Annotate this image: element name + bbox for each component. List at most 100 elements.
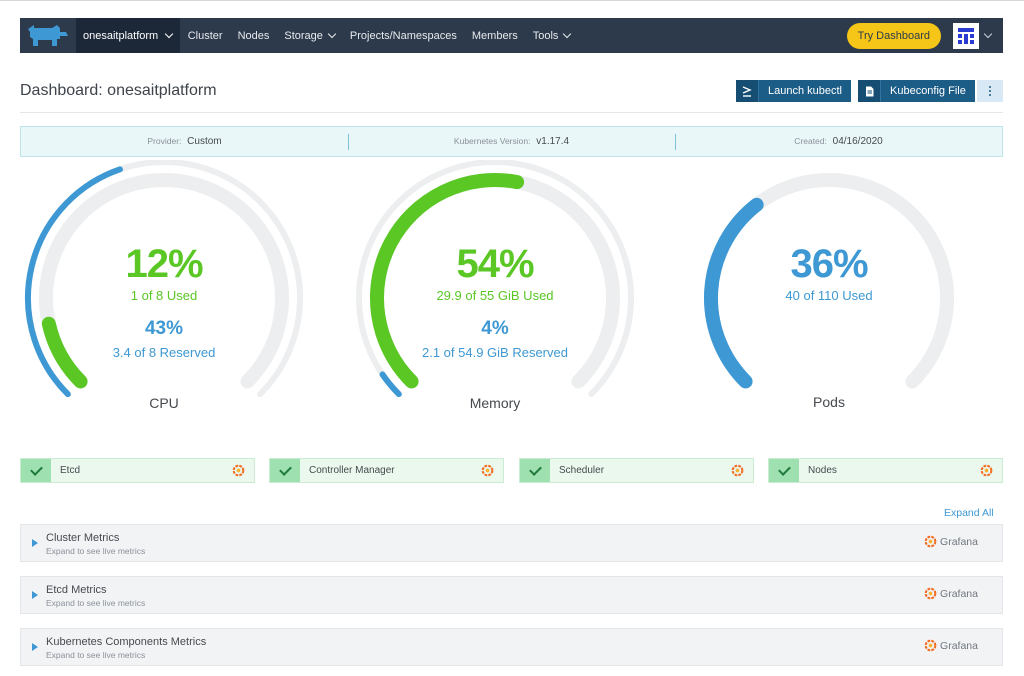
page-title: Dashboard: onesaitplatform [20,82,217,99]
nav-tools-label: Tools [532,29,559,42]
kebab-dot-icon [989,90,991,92]
caret-right-icon [32,539,38,547]
cpu-reserved-text: 3.4 of 8 Reserved [112,345,216,360]
created-value: 04/16/2020 [832,136,883,147]
check-icon [520,459,550,482]
nav-tools[interactable]: Tools [525,18,578,53]
grafana-link[interactable]: Grafana [924,587,978,600]
memory-used-percent: 54% [456,242,534,286]
grafana-label: Grafana [940,587,978,600]
metric-subtitle: Expand to see live metrics [46,650,146,660]
metric-subtitle: Expand to see live metrics [46,598,146,608]
chevron-down-icon [327,29,337,39]
cluster-switcher[interactable]: onesaitplatform [76,18,181,53]
expand-all-link[interactable]: Expand All [944,507,994,519]
provider-value: Custom [187,136,222,147]
component-label: Etcd [60,465,81,476]
nav-storage-label: Storage [284,29,323,42]
pods-title: Pods [813,394,845,410]
metric-title: Kubernetes Components Metrics [46,636,207,648]
grafana-icon[interactable] [481,464,494,477]
kubernetes-version-label: Kubernetes Version: [453,136,531,146]
user-avatar-icon [955,24,977,47]
nav-cluster[interactable]: Cluster [180,18,230,53]
nav-nodes-label: Nodes [237,29,270,42]
memory-reserved-arc [379,371,402,398]
top-border [0,0,1024,1]
kubernetes-version-value: v1.17.4 [536,136,570,147]
grafana-icon[interactable] [731,464,744,477]
component-label: Nodes [808,465,837,476]
memory-gauge-svg [356,160,634,398]
nav-nodes[interactable]: Nodes [230,18,277,53]
caret-right-icon [32,591,38,599]
component-nodes[interactable]: Nodes [768,458,1003,483]
nav-storage[interactable]: Storage [277,18,343,53]
cpu-title: CPU [149,395,179,411]
component-label: Scheduler [559,465,605,476]
nav-projects-label: Projects/Namespaces [349,29,457,42]
terminal-icon [736,80,759,102]
grafana-icon [924,535,937,548]
memory-used-arc [370,173,525,389]
cpu-used-arc [41,316,88,389]
cpu-reserved-arc [25,166,123,398]
kubernetes-components-metrics-panel[interactable]: Kubernetes Components Metrics Expand to … [20,628,1003,666]
cpu-inner-track [39,173,289,389]
metric-title: Etcd Metrics [46,584,107,596]
nav-members-label: Members [471,29,518,42]
cluster-metrics-panel[interactable]: Cluster Metrics Expand to see live metri… [20,524,1003,562]
created-label: Created: [794,136,827,146]
launch-kubectl-button[interactable]: Launch kubectl [736,80,851,102]
grafana-link[interactable]: Grafana [924,535,978,548]
grafana-icon [924,587,937,600]
component-etcd[interactable]: Etcd [20,458,255,483]
created-info: Created: 04/16/2020 [675,134,1002,150]
pods-used-percent: 36% [790,242,868,286]
grafana-label: Grafana [940,639,978,652]
nav-members[interactable]: Members [464,18,525,53]
caret-right-icon [32,643,38,651]
grafana-link[interactable]: Grafana [924,639,978,652]
memory-title: Memory [469,395,521,411]
cluster-info-bar: Provider: Custom Kubernetes Version: v1.… [20,126,1003,157]
chevron-down-icon [164,29,174,39]
component-scheduler[interactable]: Scheduler [519,458,754,483]
kebab-dot-icon [989,86,991,88]
metric-subtitle: Expand to see live metrics [46,546,146,556]
try-dashboard-button[interactable]: Try Dashboard [846,22,941,49]
cpu-gauge-svg [25,160,303,398]
kubeconfig-file-label: Kubeconfig File [890,85,966,97]
memory-used-text: 29.9 of 55 GiB Used [436,288,554,303]
kubernetes-version-info: Kubernetes Version: v1.17.4 [348,134,675,150]
pods-used-text: 40 of 110 Used [785,288,873,303]
kubeconfig-file-button[interactable]: Kubeconfig File [858,80,975,102]
cpu-used-text: 1 of 8 Used [130,288,198,303]
provider-label: Provider: [147,136,182,146]
component-label: Controller Manager [309,465,395,476]
avatar[interactable] [953,22,979,49]
cpu-reserved-percent: 43% [144,318,184,339]
etcd-metrics-panel[interactable]: Etcd Metrics Expand to see live metrics … [20,576,1003,614]
grafana-icon [924,639,937,652]
kebab-dot-icon [989,94,991,96]
memory-reserved-percent: 4% [481,318,509,339]
chevron-down-icon [563,29,572,39]
grafana-icon[interactable] [232,464,245,477]
nav-projects-namespaces[interactable]: Projects/Namespaces [342,18,464,53]
pods-used-arc [704,197,764,389]
provider-info: Provider: Custom [21,136,348,147]
more-actions-button[interactable] [977,80,1003,102]
chevron-down-icon[interactable] [983,29,993,39]
pods-gauge-svg [704,173,954,389]
file-icon [858,80,881,102]
check-icon [21,459,51,482]
grafana-label: Grafana [940,535,978,548]
check-icon [270,459,300,482]
grafana-icon[interactable] [980,464,993,477]
component-controller-manager[interactable]: Controller Manager [269,458,504,483]
cluster-name: onesaitplatform [83,29,159,42]
metric-title: Cluster Metrics [46,532,120,544]
launch-kubectl-label: Launch kubectl [768,85,842,97]
rancher-logo-icon[interactable] [20,18,76,53]
